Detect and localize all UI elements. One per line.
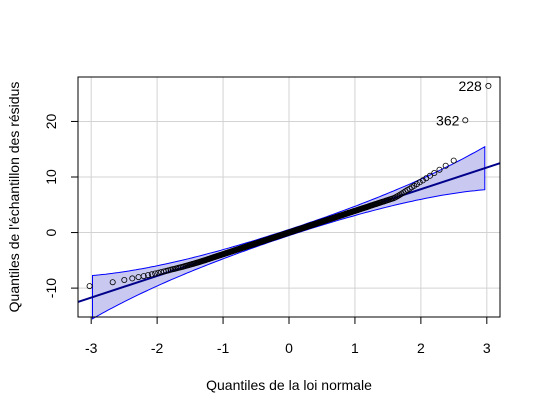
residual-point (416, 179, 423, 186)
y-axis: -10 0 10 20 (43, 113, 79, 298)
y-tick-label: 20 (43, 113, 59, 129)
y-tick-label: -10 (43, 278, 59, 298)
residual-point (163, 267, 170, 274)
x-tick-label: 2 (417, 340, 425, 356)
x-tick-label: -3 (85, 340, 98, 356)
residual-point (485, 82, 492, 89)
residual-point (86, 283, 93, 290)
x-tick-label: 1 (351, 340, 359, 356)
residual-point (426, 172, 433, 179)
residual-point (155, 269, 162, 276)
residual-points (86, 82, 492, 290)
residual-point (450, 157, 457, 164)
point-label: 362 (436, 112, 460, 128)
residual-point (109, 279, 116, 286)
residual-point (148, 271, 155, 278)
point-labels: 228 362 (436, 78, 482, 128)
residual-point (462, 117, 469, 124)
x-tick-label: -2 (151, 340, 164, 356)
x-tick-label: 0 (285, 340, 293, 356)
y-axis-label: Quantiles de l'échantillon des résidus (6, 82, 22, 313)
residual-point (395, 192, 402, 199)
residual-point (144, 272, 151, 279)
residual-point (152, 270, 159, 277)
x-tick-label: -1 (217, 340, 230, 356)
y-tick-label: 10 (43, 169, 59, 185)
x-tick-label: 3 (483, 340, 491, 356)
x-axis: -3 -2 -1 0 1 2 3 (85, 316, 491, 356)
residual-point (431, 169, 438, 176)
x-axis-label: Quantiles de la loi normale (206, 377, 372, 393)
residual-point (160, 268, 167, 275)
residual-point (140, 273, 147, 280)
residual-point (121, 276, 128, 283)
residual-point (442, 162, 449, 169)
point-label: 228 (458, 78, 482, 94)
residual-point (129, 275, 136, 282)
y-tick-label: 0 (43, 228, 59, 236)
residual-point (436, 166, 443, 173)
